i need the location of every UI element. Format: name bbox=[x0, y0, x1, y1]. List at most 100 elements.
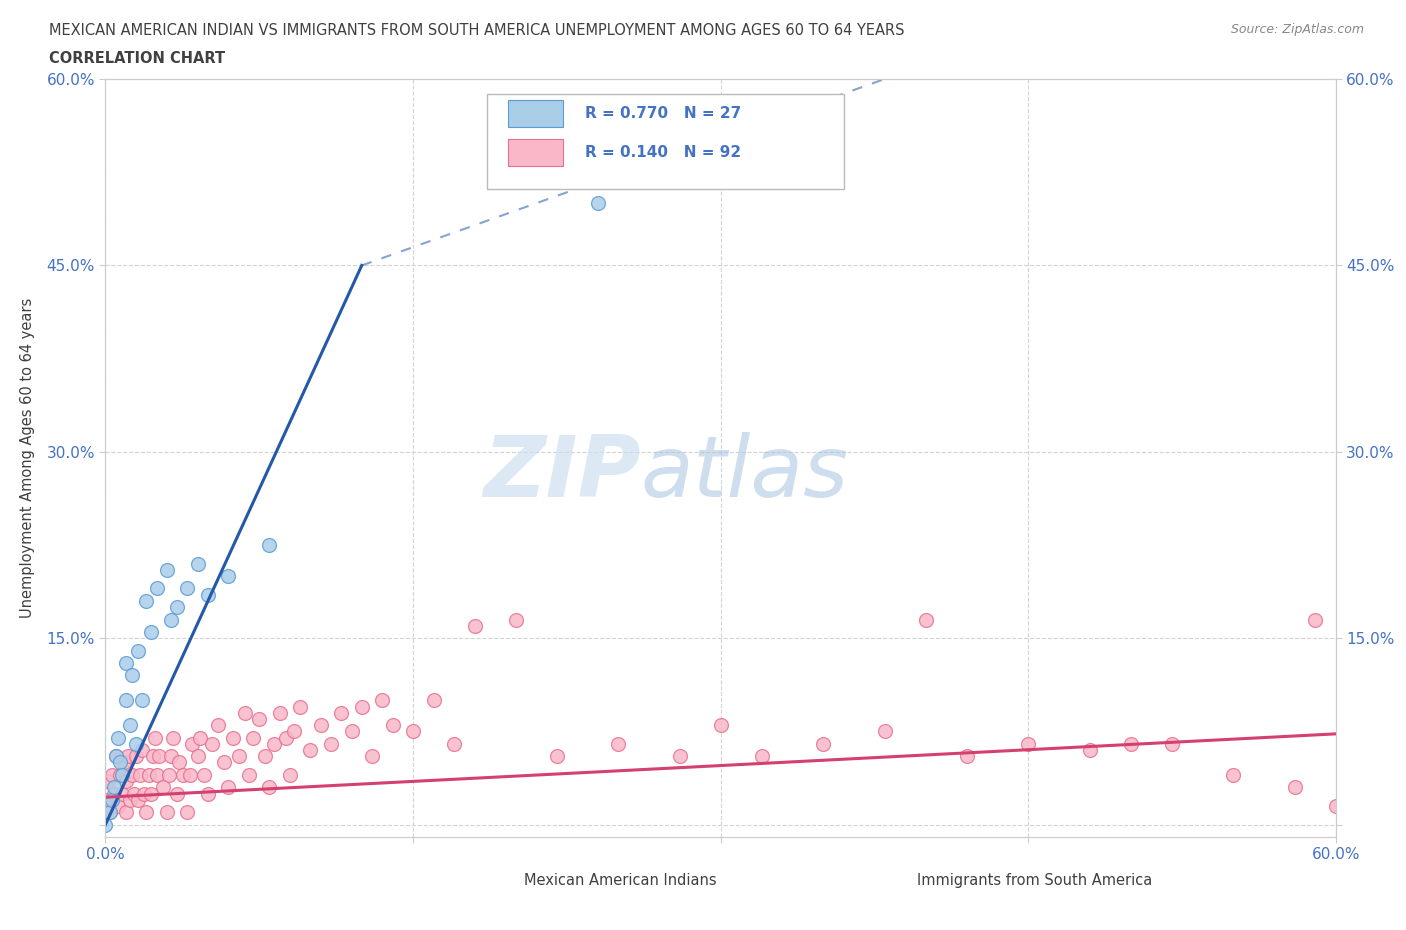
Point bbox=[197, 587, 219, 602]
Point bbox=[127, 792, 149, 807]
Point bbox=[152, 780, 174, 795]
Point bbox=[120, 718, 141, 733]
Point bbox=[135, 804, 157, 819]
Point bbox=[340, 724, 363, 738]
Point bbox=[254, 749, 277, 764]
Point bbox=[218, 780, 240, 795]
Text: Immigrants from South America: Immigrants from South America bbox=[918, 872, 1153, 888]
Point bbox=[166, 600, 188, 615]
Point bbox=[111, 767, 134, 782]
Point bbox=[127, 644, 149, 658]
Point bbox=[139, 786, 162, 801]
Point bbox=[228, 749, 250, 764]
FancyBboxPatch shape bbox=[486, 94, 844, 189]
Text: atlas: atlas bbox=[641, 432, 849, 514]
Point bbox=[607, 737, 630, 751]
Point bbox=[187, 556, 209, 571]
Point bbox=[283, 724, 305, 738]
Point bbox=[233, 705, 256, 720]
Point bbox=[94, 792, 117, 807]
Point bbox=[1222, 767, 1244, 782]
Point bbox=[259, 780, 281, 795]
Point bbox=[100, 767, 122, 782]
Point bbox=[443, 737, 465, 751]
Point bbox=[160, 749, 183, 764]
Point bbox=[247, 711, 270, 726]
Point bbox=[402, 724, 425, 738]
Point bbox=[103, 786, 125, 801]
Point bbox=[1324, 799, 1347, 814]
Point bbox=[107, 799, 129, 814]
Point bbox=[188, 730, 211, 745]
Text: CORRELATION CHART: CORRELATION CHART bbox=[49, 51, 225, 66]
Point bbox=[121, 668, 143, 683]
Point bbox=[104, 749, 127, 764]
Point bbox=[290, 699, 312, 714]
Point bbox=[668, 749, 690, 764]
Point bbox=[172, 767, 194, 782]
Text: Source: ZipAtlas.com: Source: ZipAtlas.com bbox=[1230, 23, 1364, 36]
Point bbox=[108, 767, 131, 782]
Point bbox=[546, 749, 568, 764]
Point bbox=[361, 749, 384, 764]
Point bbox=[371, 693, 394, 708]
Point bbox=[180, 737, 202, 751]
Point bbox=[145, 581, 167, 596]
Point bbox=[1017, 737, 1039, 751]
Point bbox=[201, 737, 224, 751]
FancyBboxPatch shape bbox=[508, 139, 564, 166]
Point bbox=[319, 737, 342, 751]
Point bbox=[156, 563, 179, 578]
Point bbox=[135, 593, 157, 608]
Point bbox=[381, 718, 404, 733]
Point bbox=[138, 767, 160, 782]
Point bbox=[214, 755, 236, 770]
Point bbox=[142, 749, 165, 764]
Point bbox=[111, 786, 134, 801]
Point bbox=[176, 581, 198, 596]
Point bbox=[1119, 737, 1142, 751]
Point bbox=[187, 749, 209, 764]
Point bbox=[269, 705, 291, 720]
Point bbox=[131, 693, 153, 708]
Point bbox=[139, 625, 162, 640]
Point bbox=[96, 774, 118, 789]
Point bbox=[1303, 612, 1326, 627]
Point bbox=[586, 196, 609, 211]
Point bbox=[710, 718, 733, 733]
Point bbox=[238, 767, 260, 782]
Point bbox=[145, 767, 167, 782]
Point bbox=[350, 699, 373, 714]
Point bbox=[259, 538, 281, 552]
Point bbox=[811, 737, 834, 751]
Point bbox=[148, 749, 170, 764]
Point bbox=[115, 774, 138, 789]
Point bbox=[115, 804, 138, 819]
Point bbox=[914, 612, 936, 627]
Point bbox=[115, 693, 138, 708]
Point bbox=[263, 737, 285, 751]
Point bbox=[157, 767, 180, 782]
FancyBboxPatch shape bbox=[450, 869, 512, 892]
Y-axis label: Unemployment Among Ages 60 to 64 years: Unemployment Among Ages 60 to 64 years bbox=[21, 298, 35, 618]
Point bbox=[242, 730, 264, 745]
Point bbox=[956, 749, 979, 764]
Point bbox=[751, 749, 773, 764]
Point bbox=[98, 804, 121, 819]
Point bbox=[108, 755, 131, 770]
Point bbox=[299, 742, 322, 757]
Point bbox=[156, 804, 179, 819]
Text: Mexican American Indians: Mexican American Indians bbox=[524, 872, 717, 888]
Point bbox=[179, 767, 201, 782]
Point bbox=[115, 656, 138, 671]
Point bbox=[100, 792, 122, 807]
Point bbox=[274, 730, 297, 745]
Point bbox=[131, 742, 153, 757]
Point bbox=[122, 786, 145, 801]
Point bbox=[143, 730, 166, 745]
Point bbox=[176, 804, 198, 819]
Point bbox=[117, 749, 139, 764]
Point bbox=[221, 730, 243, 745]
Point bbox=[422, 693, 444, 708]
Point bbox=[207, 718, 229, 733]
